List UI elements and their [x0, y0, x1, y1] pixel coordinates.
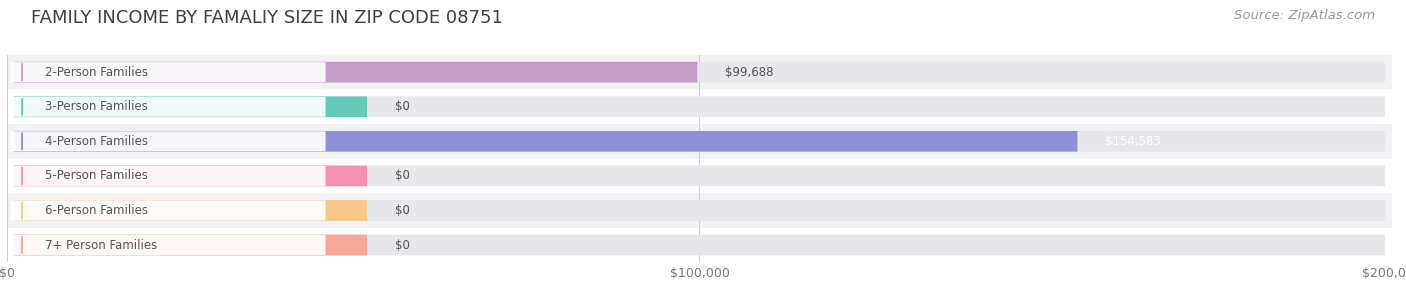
FancyBboxPatch shape [10, 62, 326, 82]
FancyBboxPatch shape [14, 62, 1385, 83]
Text: $154,583: $154,583 [1105, 135, 1161, 148]
FancyBboxPatch shape [10, 235, 326, 255]
Text: $0: $0 [395, 100, 409, 113]
Text: $0: $0 [395, 169, 409, 182]
FancyBboxPatch shape [10, 166, 326, 186]
Text: $99,688: $99,688 [725, 66, 773, 79]
Bar [7, 55, 1392, 89]
FancyBboxPatch shape [14, 131, 1385, 152]
FancyBboxPatch shape [14, 166, 367, 186]
Bar [7, 89, 1392, 124]
FancyBboxPatch shape [14, 96, 367, 117]
Text: FAMILY INCOME BY FAMALIY SIZE IN ZIP CODE 08751: FAMILY INCOME BY FAMALIY SIZE IN ZIP COD… [31, 9, 503, 27]
Text: 3-Person Families: 3-Person Families [45, 100, 148, 113]
Bar [7, 124, 1392, 159]
Text: $0: $0 [395, 204, 409, 217]
FancyBboxPatch shape [14, 131, 1077, 152]
Text: 5-Person Families: 5-Person Families [45, 169, 148, 182]
FancyBboxPatch shape [10, 200, 326, 221]
FancyBboxPatch shape [14, 235, 367, 255]
Text: 2-Person Families: 2-Person Families [45, 66, 148, 79]
Bar [7, 228, 1392, 262]
Text: 4-Person Families: 4-Person Families [45, 135, 148, 148]
FancyBboxPatch shape [14, 96, 1385, 117]
Bar [7, 159, 1392, 193]
FancyBboxPatch shape [14, 200, 1385, 221]
FancyBboxPatch shape [14, 235, 1385, 255]
Text: $0: $0 [395, 239, 409, 252]
Text: 7+ Person Families: 7+ Person Families [45, 239, 157, 252]
Text: Source: ZipAtlas.com: Source: ZipAtlas.com [1234, 9, 1375, 22]
Bar [7, 193, 1392, 228]
Text: 6-Person Families: 6-Person Families [45, 204, 148, 217]
FancyBboxPatch shape [14, 200, 367, 221]
FancyBboxPatch shape [10, 131, 326, 151]
FancyBboxPatch shape [14, 62, 697, 83]
FancyBboxPatch shape [14, 166, 1385, 186]
FancyBboxPatch shape [10, 97, 326, 117]
